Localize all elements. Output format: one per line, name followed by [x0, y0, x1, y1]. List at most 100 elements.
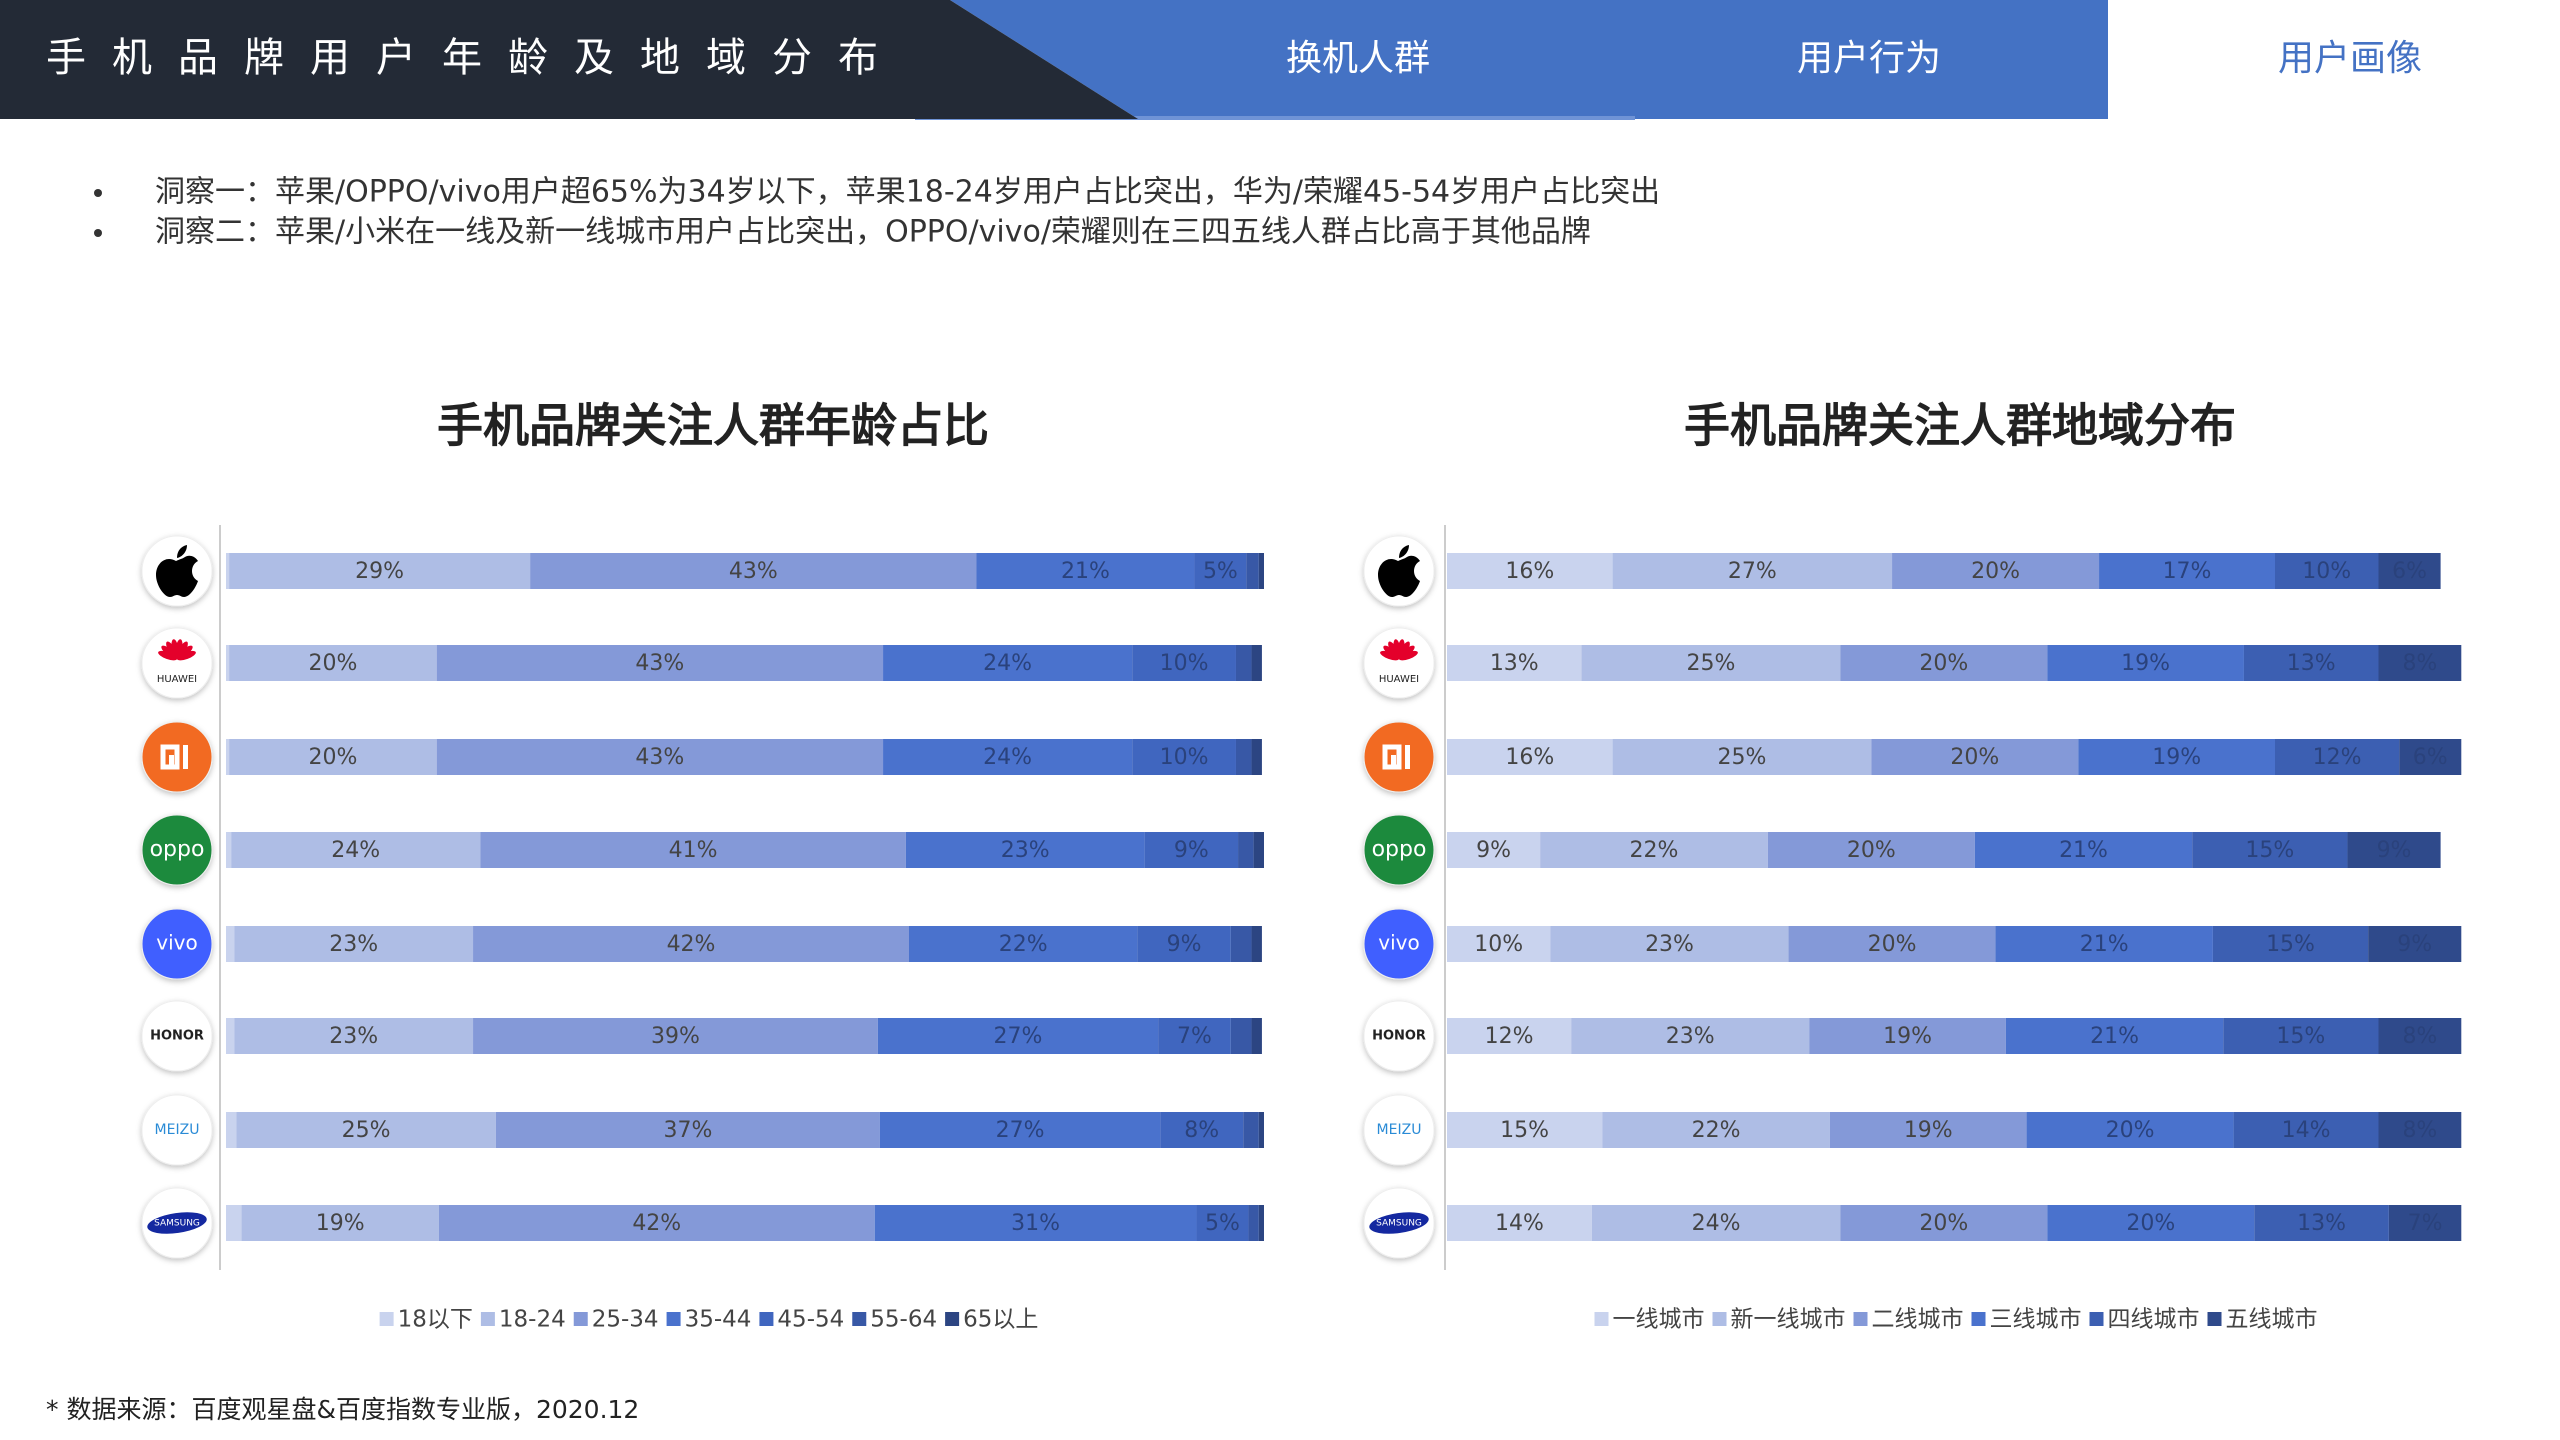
legend-label: 四线城市: [2108, 1307, 2200, 1333]
bar-segment: [1251, 645, 1262, 681]
value-label: 24%: [983, 651, 1032, 676]
bar-segment: [2347, 832, 2441, 868]
bar-segment: [1230, 926, 1252, 962]
value-label: 7%: [2408, 1211, 2443, 1236]
brand-label: vivo: [1378, 931, 1419, 955]
legend-swatch: [1853, 1312, 1868, 1326]
brand-logo: [141, 908, 213, 980]
value-label: 10%: [1160, 651, 1209, 676]
value-label: 20%: [1868, 932, 1917, 957]
bar-segment: [229, 739, 437, 775]
bar-segment: [1581, 645, 1841, 681]
bar-segment: [976, 553, 1195, 589]
mi-icon: [183, 745, 188, 769]
brand-logo: [141, 1094, 213, 1166]
bar-segment: [2378, 553, 2441, 589]
bar-segment: [2368, 926, 2462, 962]
legend-label: 18以下: [398, 1307, 473, 1333]
value-label: 5%: [1205, 1211, 1240, 1236]
bar-segment: [2078, 739, 2275, 775]
bar-segment: [226, 1018, 235, 1054]
legend-swatch: [1712, 1312, 1727, 1326]
bar-segment: [2378, 1112, 2462, 1148]
value-label: 19%: [1883, 1024, 1932, 1049]
brand-logo: [141, 814, 213, 886]
bar-segment: [1809, 1018, 2006, 1054]
value-label: 19%: [1904, 1118, 1953, 1143]
bar-segment: [1871, 739, 2079, 775]
mi-icon: [169, 755, 174, 769]
value-label: 19%: [2121, 651, 2170, 676]
legend-swatch: [573, 1312, 588, 1326]
bar-segment: [1974, 832, 2193, 868]
bar-segment: [2047, 1205, 2255, 1241]
bar-segment: [1447, 1205, 1592, 1241]
legend-swatch: [2207, 1312, 2222, 1326]
value-label: 21%: [2080, 932, 2129, 957]
bar-segment: [226, 645, 230, 681]
bar-segment: [226, 553, 230, 589]
brand-logo: [141, 1000, 213, 1072]
value-label: 15%: [2276, 1024, 2325, 1049]
bar-segment: [1995, 926, 2213, 962]
value-label: 16%: [1505, 559, 1554, 584]
insight: 洞察一：苹果/OPPO/vivo用户超65%为34岁以下，苹果18-24岁用户占…: [155, 175, 1660, 210]
chart-title: 手机品牌关注人群年龄占比: [437, 399, 989, 453]
tab-active[interactable]: 用户画像: [2278, 38, 2422, 79]
legend-swatch: [759, 1312, 774, 1326]
tab[interactable]: 用户行为: [1797, 38, 1941, 79]
legend-label: 五线城市: [2226, 1307, 2318, 1333]
bar-segment: [1612, 553, 1893, 589]
value-label: 24%: [983, 745, 1032, 770]
value-label: 8%: [2402, 651, 2437, 676]
value-label: 13%: [2297, 1211, 2346, 1236]
title-bar: [0, 0, 1138, 119]
brand-label: SAMSUNG: [154, 1219, 200, 1229]
value-label: 20%: [1971, 559, 2020, 584]
brand-label: HONOR: [150, 1029, 204, 1044]
brand-label: HUAWEI: [1379, 674, 1419, 685]
value-label: 6%: [2392, 559, 2427, 584]
bar-segment: [1196, 1205, 1249, 1241]
bar-segment: [1840, 1205, 2048, 1241]
bar-segment: [226, 1205, 242, 1241]
bar-segment: [2026, 1112, 2234, 1148]
bar-segment: [473, 1018, 878, 1054]
tab[interactable]: 换机人群: [1286, 38, 1430, 79]
brand-label: oppo: [1372, 837, 1427, 862]
brand-label: SAMSUNG: [1376, 1219, 1422, 1229]
legend-swatch: [2089, 1312, 2104, 1326]
legend-label: 55-64: [870, 1307, 937, 1333]
legend-label: 65以上: [963, 1307, 1038, 1333]
value-label: 39%: [651, 1024, 700, 1049]
value-label: 27%: [1728, 559, 1777, 584]
bar-segment: [2223, 1018, 2379, 1054]
bar-segment: [877, 1018, 1159, 1054]
bar-segment: [1767, 832, 1975, 868]
value-label: 12%: [1485, 1024, 1534, 1049]
samsung-oval: [147, 1212, 207, 1234]
mi-icon: [1391, 755, 1396, 769]
bar-segment: [241, 1205, 439, 1241]
value-label: 43%: [635, 745, 684, 770]
brand-logo: [1363, 814, 1435, 886]
value-label: 20%: [2126, 1211, 2175, 1236]
bar-segment: [1238, 832, 1254, 868]
value-label: 42%: [632, 1211, 681, 1236]
value-label: 23%: [329, 1024, 378, 1049]
value-label: 13%: [2287, 651, 2336, 676]
bar-segment: [1251, 1018, 1262, 1054]
bar-segment: [436, 645, 884, 681]
legend-swatch: [666, 1312, 681, 1326]
value-label: 20%: [1847, 838, 1896, 863]
value-label: 24%: [1692, 1211, 1741, 1236]
bar-segment: [226, 926, 235, 962]
bar-segment: [1235, 645, 1252, 681]
bar-segment: [1892, 553, 2100, 589]
brand-label: MEIZU: [155, 1122, 200, 1138]
bar-segment: [226, 1112, 237, 1148]
bar-segment: [1540, 832, 1768, 868]
legend-label: 新一线城市: [1731, 1307, 1846, 1333]
bar-segment: [1840, 645, 2048, 681]
